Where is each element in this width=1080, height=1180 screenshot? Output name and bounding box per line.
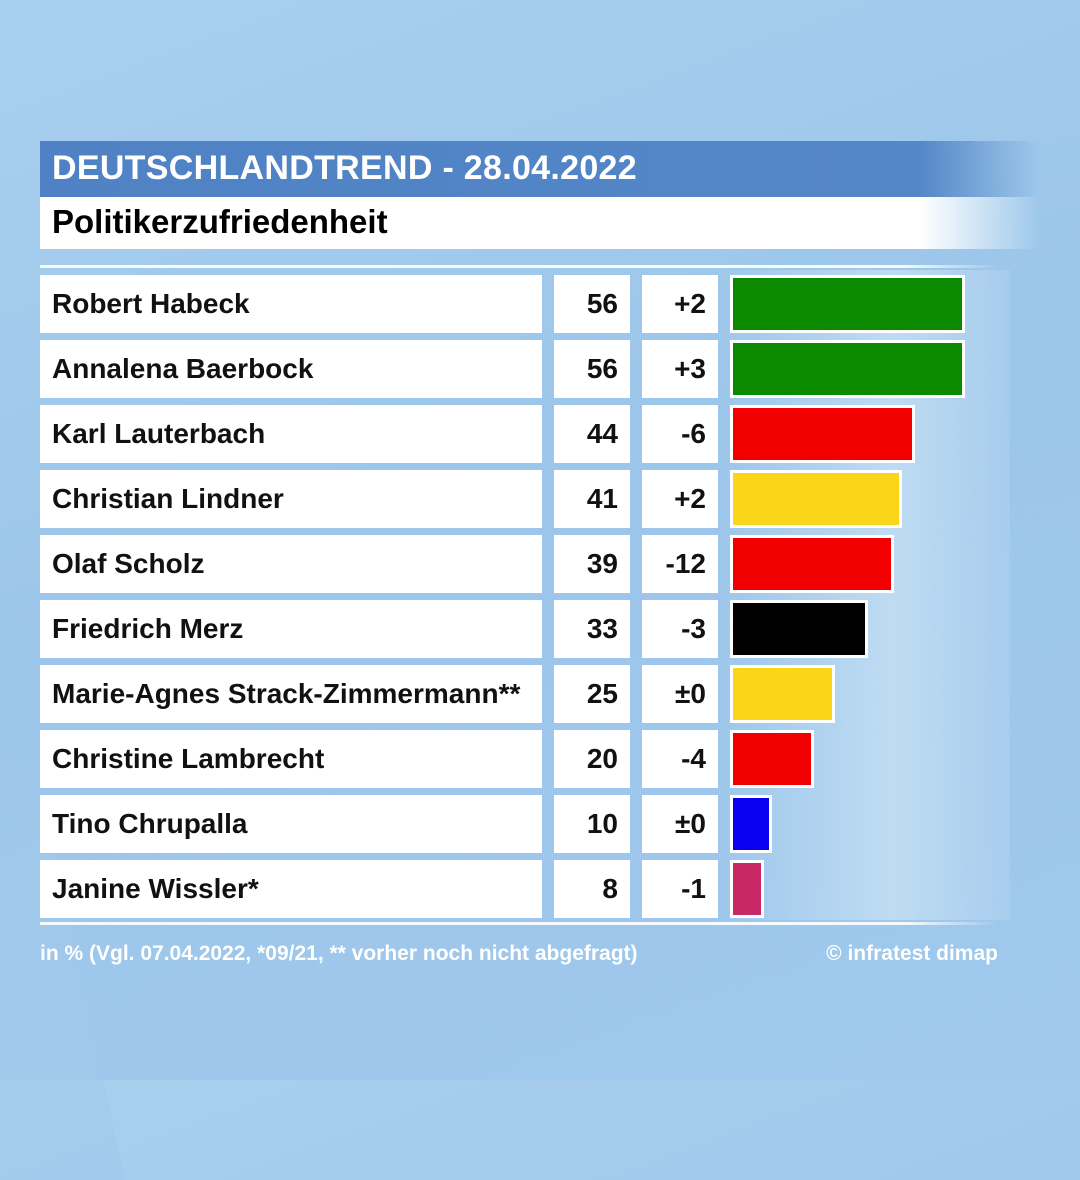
title-text: DEUTSCHLANDTREND — [52, 149, 433, 187]
chart-row: Christian Lindner 41 +2 — [0, 470, 1080, 528]
source-credit: © infratest dimap — [826, 942, 998, 965]
value-label: 20 — [554, 730, 630, 788]
bar — [730, 470, 903, 528]
top-divider — [40, 265, 1000, 268]
category-label: Robert Habeck — [40, 275, 542, 333]
change-label: -4 — [642, 730, 718, 788]
chart-row: Robert Habeck 56 +2 — [0, 275, 1080, 333]
category-label: Olaf Scholz — [40, 535, 542, 593]
category-label: Christine Lambrecht — [40, 730, 542, 788]
change-label: -1 — [642, 860, 718, 918]
bottom-divider — [40, 922, 1000, 925]
change-label: +2 — [642, 470, 718, 528]
bar — [730, 665, 835, 723]
chart-row: Olaf Scholz 39 -12 — [0, 535, 1080, 593]
subtitle-bar — [40, 197, 1040, 249]
change-label: +3 — [642, 340, 718, 398]
bar — [730, 340, 965, 398]
category-label: Tino Chrupalla — [40, 795, 542, 853]
change-label: ±0 — [642, 795, 718, 853]
category-label: Annalena Baerbock — [40, 340, 542, 398]
chart-row: Marie-Agnes Strack-Zimmermann** 25 ±0 — [0, 665, 1080, 723]
title-bar — [40, 141, 1040, 197]
change-label: ±0 — [642, 665, 718, 723]
chart-row: Karl Lauterbach 44 -6 — [0, 405, 1080, 463]
chart-subtitle: Politikerzufriedenheit — [52, 203, 388, 240]
category-label: Friedrich Merz — [40, 600, 542, 658]
chart-row: Annalena Baerbock 56 +3 — [0, 340, 1080, 398]
change-label: -12 — [642, 535, 718, 593]
bar — [730, 860, 764, 918]
bar — [730, 535, 894, 593]
value-label: 56 — [554, 275, 630, 333]
value-label: 25 — [554, 665, 630, 723]
category-label: Marie-Agnes Strack-Zimmermann** — [40, 665, 542, 723]
bar — [730, 275, 965, 333]
value-label: 41 — [554, 470, 630, 528]
value-label: 39 — [554, 535, 630, 593]
bar — [730, 730, 814, 788]
footnote: in % (Vgl. 07.04.2022, *09/21, ** vorher… — [40, 942, 638, 965]
category-label: Janine Wissler* — [40, 860, 542, 918]
category-label: Karl Lauterbach — [40, 405, 542, 463]
bar — [730, 405, 915, 463]
value-label: 8 — [554, 860, 630, 918]
chart-row: Janine Wissler* 8 -1 — [0, 860, 1080, 918]
value-label: 56 — [554, 340, 630, 398]
chart-row: Christine Lambrecht 20 -4 — [0, 730, 1080, 788]
bar — [730, 795, 772, 853]
value-label: 44 — [554, 405, 630, 463]
chart-row: Tino Chrupalla 10 ±0 — [0, 795, 1080, 853]
category-label: Christian Lindner — [40, 470, 542, 528]
bar — [730, 600, 869, 658]
change-label: +2 — [642, 275, 718, 333]
change-label: -3 — [642, 600, 718, 658]
chart-title: DEUTSCHLANDTREND - 28.04.2022 — [52, 149, 637, 188]
value-label: 33 — [554, 600, 630, 658]
chart-row: Friedrich Merz 33 -3 — [0, 600, 1080, 658]
value-label: 10 — [554, 795, 630, 853]
change-label: -6 — [642, 405, 718, 463]
title-date: - 28.04.2022 — [442, 149, 637, 187]
